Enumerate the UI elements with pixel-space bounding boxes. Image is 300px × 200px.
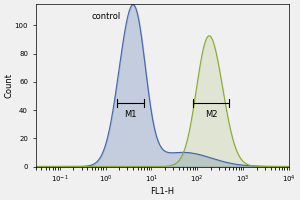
Text: M2: M2 [205, 110, 217, 119]
Text: M1: M1 [124, 110, 137, 119]
Y-axis label: Count: Count [4, 73, 13, 98]
X-axis label: FL1-H: FL1-H [150, 187, 174, 196]
Text: control: control [92, 12, 121, 21]
